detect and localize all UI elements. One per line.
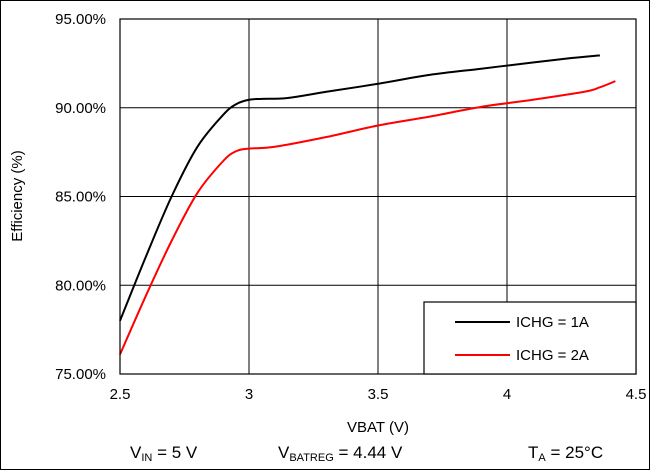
- series-lines: [119, 54, 616, 355]
- y-tick-label: 95.00%: [55, 11, 106, 28]
- x-tick-label: 3.5: [368, 386, 389, 403]
- series-line-2: [119, 80, 616, 355]
- condition-vbatreg: VBATREG = 4.44 V: [278, 443, 403, 464]
- grid-lines: [120, 19, 636, 374]
- y-tick-label: 90.00%: [55, 100, 106, 117]
- legend-label-2a: ICHG = 2A: [516, 347, 589, 364]
- legend-box: [423, 301, 637, 375]
- x-tick-label: 3: [245, 386, 253, 403]
- condition-vin: VIN = 5 V: [130, 443, 198, 464]
- series-line-1: [119, 54, 600, 322]
- y-tick-label: 75.00%: [55, 366, 106, 383]
- y-tick-labels: 75.00% 80.00% 85.00% 90.00% 95.00%: [55, 11, 106, 383]
- y-tick-label: 85.00%: [55, 189, 106, 206]
- legend-label-1a: ICHG = 1A: [516, 314, 589, 331]
- condition-ta: TA = 25°C: [528, 443, 604, 464]
- x-tick-label: 4.5: [626, 386, 647, 403]
- x-tick-label: 4: [503, 386, 511, 403]
- x-axis-label: VBAT (V): [347, 419, 409, 436]
- y-axis-label: Efficiency (%): [9, 150, 26, 241]
- y-tick-label: 80.00%: [55, 277, 106, 294]
- legend: ICHG = 1A ICHG = 2A: [423, 301, 637, 375]
- x-tick-labels: 2.5 3 3.5 4 4.5: [110, 386, 647, 403]
- plot-border: [119, 18, 637, 375]
- x-tick-label: 2.5: [110, 386, 131, 403]
- efficiency-chart: 2.5 3 3.5 4 4.5 75.00% 80.00% 85.00% 90.00% 95.0…: [9, 11, 647, 436]
